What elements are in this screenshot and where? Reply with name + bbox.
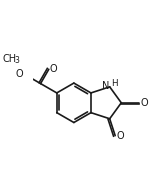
Text: 3: 3 [14,56,19,65]
Text: H: H [112,79,118,88]
Text: O: O [117,131,124,141]
Text: O: O [141,98,148,108]
Text: CH: CH [3,55,17,64]
Text: N: N [102,81,109,91]
Text: O: O [15,69,23,79]
Text: O: O [50,64,58,74]
